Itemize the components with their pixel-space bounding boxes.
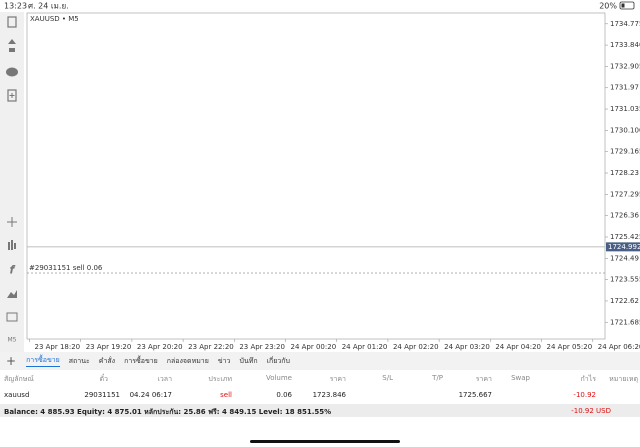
x-tick-label: 24 Apr 06:20 (598, 343, 640, 351)
x-tick-label: 23 Apr 23:20 (239, 343, 285, 351)
y-tick-label: 1726.36 (610, 212, 639, 220)
y-tick-label: 1733.840 (610, 41, 640, 49)
chart-title: XAUUSD • M5 (30, 15, 79, 23)
y-tick-label: 1728.23 (610, 169, 639, 177)
x-tick-label: 24 Apr 04:20 (495, 343, 541, 351)
y-tick-label: 1724.49 (610, 254, 639, 262)
toolbar (0, 12, 24, 352)
tab[interactable]: คำสั่ง (98, 356, 116, 365)
y-tick-label: 1729.165 (610, 148, 640, 156)
icon-timeframe[interactable] (6, 312, 18, 322)
icon-chat[interactable] (6, 67, 18, 77)
y-tick-label: 1732.905 (610, 62, 640, 70)
add-button[interactable]: + (6, 354, 17, 368)
y-tick-label: 1731.035 (610, 105, 640, 113)
cell-symbol: xauusd (4, 391, 30, 399)
column-header: หมายเหตุ (609, 375, 638, 383)
column-header: ราคา (329, 375, 346, 383)
y-tick-label: 1730.100 (610, 126, 640, 134)
cell-profit: -10.92 (573, 391, 596, 399)
tab[interactable]: เกี่ยวกับ (266, 356, 290, 365)
column-header: S/L (382, 374, 393, 382)
toolbar-icons: f (6, 16, 18, 322)
x-tick-label: 23 Apr 18:20 (35, 343, 81, 351)
icon-crosshair[interactable] (7, 217, 17, 227)
order-label: #29031151 sell 0.06 (29, 264, 103, 272)
y-tick-label: 1721.685 (610, 318, 640, 326)
cell-volume: 0.06 (276, 391, 292, 399)
total-profit: -10.92 USD (571, 407, 611, 415)
x-tick-label: 24 Apr 00:20 (291, 343, 337, 351)
battery-level (621, 3, 625, 8)
icon-quotes[interactable] (7, 16, 17, 28)
y-tick-label: 1727.295 (610, 190, 640, 198)
x-tick-label: 24 Apr 05:20 (547, 343, 593, 351)
x-tick-label: 24 Apr 02:20 (393, 343, 439, 351)
icon-trade[interactable] (8, 39, 16, 52)
tab[interactable]: กล่องจดหมาย (166, 356, 209, 365)
y-tick-label: 1725.425 (610, 233, 640, 241)
tab[interactable]: การซื้อขาย (124, 356, 158, 365)
x-tick-label: 23 Apr 20:20 (137, 343, 183, 351)
y-tick-label: 1734.775 (610, 20, 640, 28)
status-date: ศ. 24 เม.ย. (28, 2, 69, 11)
battery-icon (619, 1, 635, 10)
tab[interactable]: ข่าว (217, 356, 231, 365)
battery-text: 20% (599, 2, 617, 11)
current-price-label: 1724.992 (608, 243, 640, 251)
column-header: Volume (265, 374, 292, 382)
cell-price: 1725.667 (458, 391, 492, 399)
status-time: 13:23 (4, 2, 27, 11)
cell-time: 04.24 06:17 (129, 391, 172, 399)
x-tick-label: 24 Apr 01:20 (342, 343, 388, 351)
column-header: เวลา (157, 375, 172, 383)
chart: 13:23 ศ. 24 เม.ย. 20% f M5 XAUUSD • M5 1… (0, 1, 640, 352)
icon-m5[interactable]: M5 (8, 337, 17, 344)
tab[interactable]: สถานะ (68, 356, 90, 365)
column-header: T/P (432, 374, 443, 382)
x-tick-label: 23 Apr 19:20 (86, 343, 132, 351)
column-header: ตั๋ว (99, 375, 108, 383)
balance-bar: Balance: 4 885.93 Equity: 4 875.01 หลักป… (0, 404, 640, 417)
column-header: สัญลักษณ์ (4, 375, 34, 383)
plot-frame (26, 12, 606, 340)
icon-objects[interactable] (7, 290, 17, 298)
column-header: ประเภท (208, 375, 232, 383)
tab-bar: + การซื้อขาย สถานะ คำสั่ง การซื้อขาย กล่องจด… (0, 352, 640, 370)
column-header: ราคา (475, 375, 492, 383)
cell-open_price: 1723.846 (312, 391, 346, 399)
y-tick-label: 1722.62 (610, 297, 639, 305)
tab[interactable]: การซื้อขาย (26, 355, 60, 367)
column-header: Swap (511, 374, 530, 382)
x-tick-label: 24 Apr 03:20 (444, 343, 490, 351)
icon-new[interactable] (7, 89, 17, 102)
home-indicator (250, 440, 400, 443)
column-header: กำไร (580, 375, 596, 383)
current-price-box (606, 242, 640, 252)
cell-ticket: 29031151 (84, 391, 120, 399)
icon-candles[interactable] (8, 240, 16, 250)
tab[interactable]: บันทึก (239, 356, 258, 365)
x-tick-label: 23 Apr 22:20 (188, 343, 234, 351)
y-tick-label: 1731.97 (610, 84, 639, 92)
cell-type: sell (220, 391, 232, 399)
y-tick-label: 1723.555 (610, 276, 640, 284)
icon-plus (9, 93, 15, 98)
balance-text: Balance: 4 885.93 Equity: 4 875.01 หลักป… (4, 408, 332, 416)
icon-indicator[interactable]: f (10, 265, 16, 277)
